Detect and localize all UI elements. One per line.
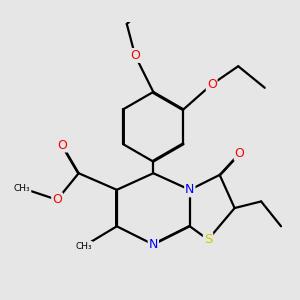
Text: O: O (52, 193, 62, 206)
Text: N: N (148, 238, 158, 251)
Text: O: O (207, 78, 217, 91)
Text: CH₃: CH₃ (75, 242, 92, 251)
Text: O: O (235, 147, 244, 160)
Text: CH₃: CH₃ (14, 184, 31, 193)
Text: S: S (204, 233, 212, 246)
Text: N: N (185, 183, 194, 196)
Text: O: O (57, 139, 67, 152)
Text: O: O (130, 49, 140, 62)
